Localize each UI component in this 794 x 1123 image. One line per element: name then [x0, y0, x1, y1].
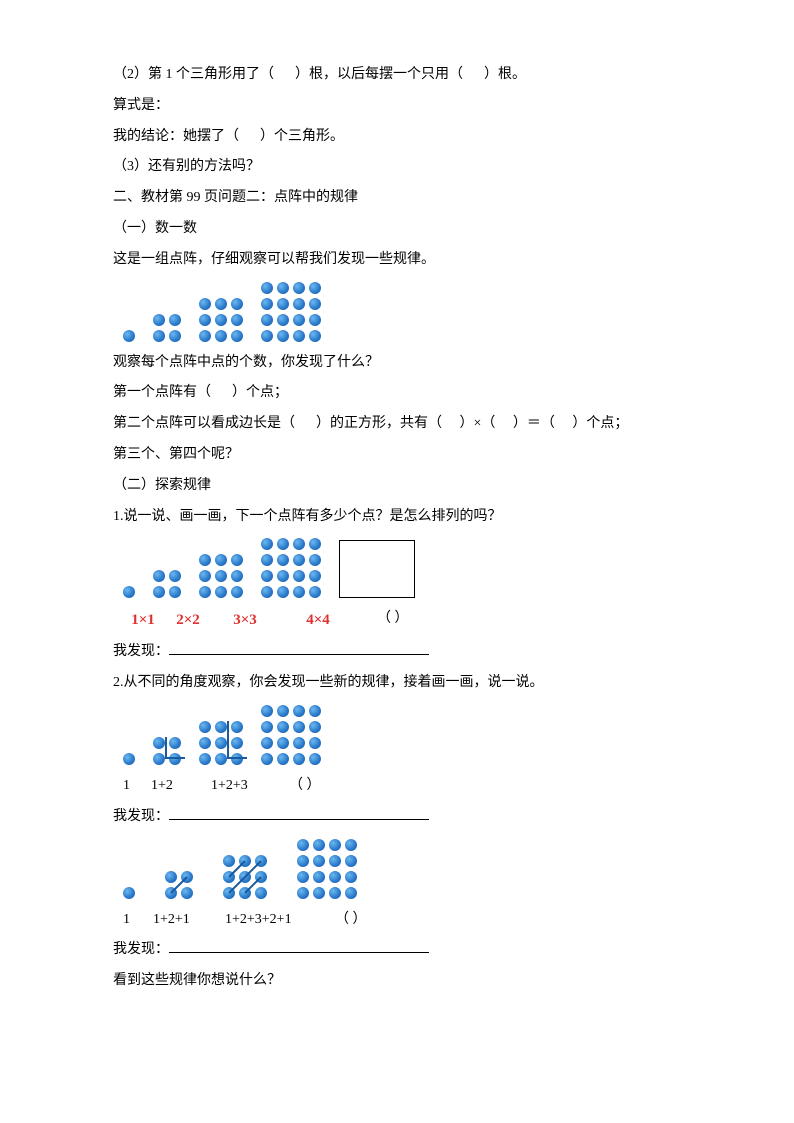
final-q: 看到这些规律你想说什么？ [113, 966, 704, 997]
sub2-title: （二）探索规律 [113, 471, 704, 502]
dot-diagram-3 [123, 705, 704, 765]
dot-diagram-2 [123, 538, 704, 598]
sub2-q2: 2.从不同的角度观察，你会发现一些新的规律，接着画一画，说一说。 [113, 668, 704, 699]
label-row-1: 1×12×23×34×4（ ） [123, 604, 704, 637]
sub1-title: （一）数一数 [113, 214, 704, 245]
obs3: 第二个点阵可以看成边长是（ ）的正方形，共有（ ）×（ ）＝（ ）个点； [113, 409, 704, 440]
sub2-q1: 1.说一说、画一画，下一个点阵有多少个点？是怎么排列的吗？ [113, 502, 704, 533]
obs1: 观察每个点阵中点的个数，你发现了什么？ [113, 348, 704, 379]
label-row-3: 11+2+11+2+3+2+1（ ） [123, 905, 704, 936]
q1-line3: 我的结论：她摆了（ ）个三角形。 [113, 122, 704, 153]
obs4: 第三个、第四个呢？ [113, 440, 704, 471]
q1-line1: （2）第 1 个三角形用了（ ）根，以后每摆一个只用（ ）根。 [113, 60, 704, 91]
dot-diagram-4 [123, 839, 704, 899]
found-1: 我发现： [113, 637, 704, 668]
label-row-2: 11+21+2+3（ ） [123, 771, 704, 802]
q1-line2: 算式是： [113, 91, 704, 122]
q2-heading: 二、教材第 99 页问题二：点阵中的规律 [113, 183, 704, 214]
dot-diagram-1 [123, 282, 704, 342]
obs2: 第一个点阵有（ ）个点； [113, 378, 704, 409]
q1-line4: （3）还有别的方法吗？ [113, 152, 704, 183]
found-2: 我发现： [113, 802, 704, 833]
sub1-intro: 这是一组点阵，仔细观察可以帮我们发现一些规律。 [113, 245, 704, 276]
found-3: 我发现： [113, 935, 704, 966]
